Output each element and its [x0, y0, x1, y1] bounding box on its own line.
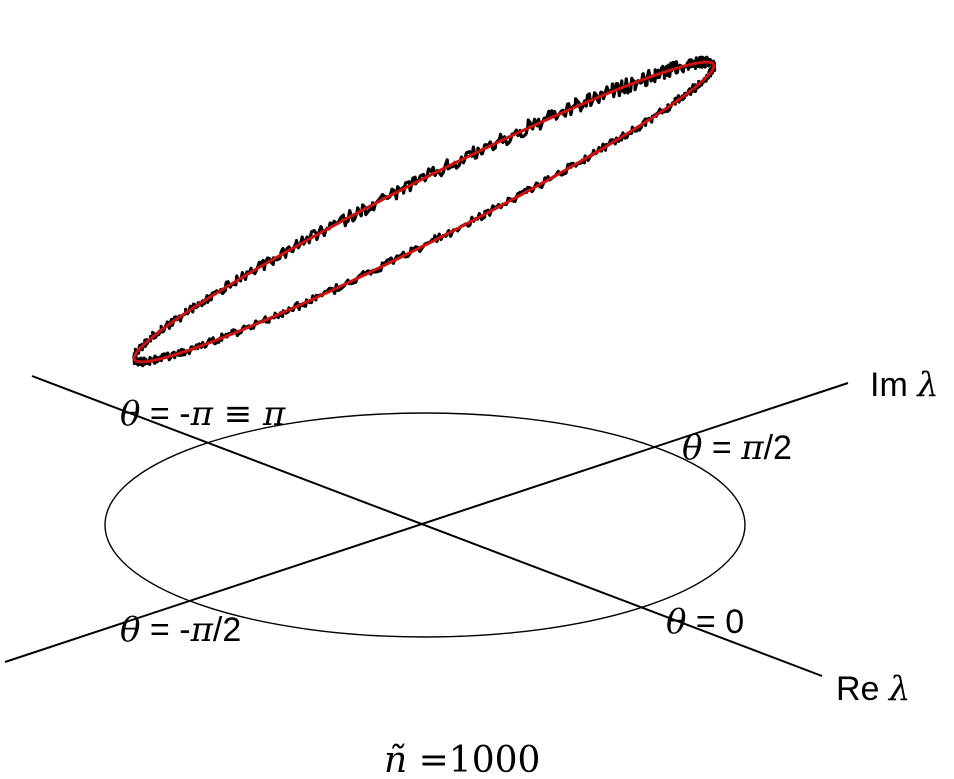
- re-lambda-label: Re λ: [836, 669, 910, 709]
- theta-zero-label: θ = 0: [666, 602, 744, 642]
- n-tilde-caption: ñ =1000: [384, 740, 540, 779]
- theta-minus-pi-label: θ = -π ≡ π: [120, 394, 286, 434]
- theta-pi-half-label: θ = π/2: [682, 428, 792, 468]
- theta-minus-pi-half-label: θ = -π/2: [120, 610, 241, 650]
- unit-circle-ellipse: [104, 412, 746, 638]
- fitted-curve: [132, 60, 716, 364]
- im-axis-line: [4, 382, 849, 663]
- im-lambda-label: Im λ: [870, 365, 939, 405]
- re-axis-line: [31, 375, 823, 677]
- noisy-eigenvalue-curve: [132, 55, 717, 368]
